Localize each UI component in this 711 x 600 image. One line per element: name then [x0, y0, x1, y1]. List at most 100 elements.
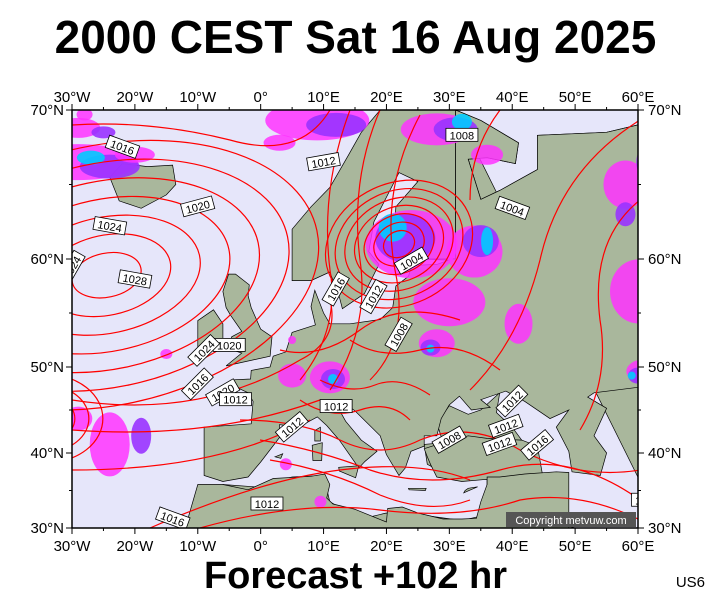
- isobar-line: [33, 408, 61, 430]
- isobar-label-box: [274, 410, 309, 443]
- landmass-cyprus: [462, 486, 478, 494]
- lon-label-top: 50°E: [559, 89, 592, 106]
- isobar-line: [382, 229, 416, 259]
- isobar-line: [324, 179, 474, 309]
- precip-cell: [462, 225, 499, 258]
- lon-label-bottom: 40°E: [496, 538, 529, 555]
- lat-label-left: 60°N: [30, 251, 64, 268]
- isobar-label: 1012: [219, 392, 252, 407]
- lon-label-top: 10°E: [307, 89, 340, 106]
- isobar-label: 100: [631, 492, 638, 507]
- lon-label-top: 0°: [253, 89, 267, 106]
- isobar-label-box: [219, 392, 252, 407]
- isobar-label-text: 1028: [21, 287, 47, 303]
- longitude-labels-bottom: 30°W 20°W 10°W 0° 10°E 20°E 30°E 40°E 50°E 60°E: [54, 538, 655, 555]
- copyright-text: Copyright metvuw.com: [515, 515, 626, 527]
- lat-label-right: 60°N: [648, 251, 682, 268]
- isobar-line: [72, 139, 320, 411]
- isobar-line: [334, 187, 464, 301]
- isobar-label-box: [180, 195, 216, 218]
- landmass-crete: [407, 487, 427, 491]
- lon-label-top: 30°W: [54, 89, 92, 106]
- isobar-label-box: [445, 127, 479, 142]
- precip-cell: [603, 160, 638, 209]
- lon-label-top: 60°E: [622, 89, 655, 106]
- precip-cell: [278, 363, 307, 388]
- isobar-line: [72, 378, 104, 459]
- isobar-label-box: [359, 278, 388, 315]
- isobar-line: [149, 466, 471, 528]
- lat-label-left: 40°N: [30, 445, 64, 462]
- isobar-label: 1016: [155, 506, 191, 528]
- isobar-label-text: 1028: [122, 272, 148, 288]
- isobar-label-box: [117, 269, 153, 289]
- isobar-label-text: 1008: [450, 130, 474, 142]
- isobar-label: 1008: [445, 127, 479, 142]
- precip-cell: [306, 112, 367, 137]
- lon-label-bottom: 50°E: [559, 538, 592, 555]
- lon-label-top: 10°W: [179, 89, 217, 106]
- isobar-label-box: [180, 367, 214, 401]
- isobar-label: 1012: [306, 152, 341, 172]
- isobar-line: [72, 299, 333, 406]
- precip-cell: [76, 110, 93, 121]
- copyright-box: Copyright metvuw.com: [506, 512, 636, 527]
- isobar-line: [72, 110, 331, 147]
- precip-cell: [288, 336, 297, 344]
- isobar-label: 1012: [319, 399, 353, 414]
- model-code: US6: [675, 574, 705, 591]
- isobar-line: [72, 177, 261, 374]
- lon-label-bottom: 0°: [253, 538, 267, 555]
- precip-cell: [160, 349, 173, 360]
- isobar-label-box: [306, 152, 341, 172]
- isobar-label-box: [520, 429, 555, 461]
- isobar-label-box: [494, 195, 531, 220]
- isobar-label-box: [155, 506, 191, 528]
- isobar-label-box: [17, 284, 51, 302]
- forecast-label: Forecast +102 hr: [203, 555, 508, 597]
- isobar-label-box: [187, 333, 221, 367]
- precip-cell: [627, 371, 636, 380]
- isobar-label-box: [393, 246, 430, 275]
- precip-cell: [504, 303, 533, 344]
- precip-cell: [89, 412, 130, 477]
- lat-label-right: 50°N: [648, 359, 682, 376]
- isobar-label-box: [104, 134, 141, 159]
- precip-cell: [413, 278, 486, 327]
- precip-cell: [131, 417, 152, 454]
- lon-label-bottom: 60°E: [622, 538, 655, 555]
- lon-label-bottom: 20°W: [116, 538, 154, 555]
- isobar-label: 1028: [17, 284, 51, 303]
- isobar-line: [279, 311, 461, 354]
- latitude-labels-left: 70°N 60°N 50°N 40°N 30°N: [30, 102, 64, 537]
- isobar-line: [469, 110, 501, 201]
- lat-label-left: 50°N: [30, 359, 64, 376]
- precip-cell: [471, 144, 504, 165]
- isobar-line: [259, 439, 638, 500]
- isobar-line: [72, 233, 172, 318]
- isobar-label-box: [319, 399, 353, 413]
- isobar-label: 1028: [117, 269, 153, 289]
- axis-ticks: [66, 104, 644, 534]
- isobar-line: [363, 213, 435, 276]
- isobar-line: [319, 379, 431, 396]
- precip-cell: [279, 458, 292, 471]
- lat-label-left: 70°N: [30, 102, 64, 119]
- isobar-label-text: 1012: [223, 395, 247, 407]
- isobar-label: 1024: [92, 216, 128, 236]
- precip-cell: [481, 227, 494, 256]
- isobar-line: [299, 399, 411, 421]
- isobar-line: [369, 114, 421, 381]
- isobar-label-box: [250, 496, 284, 511]
- lat-label-right: 70°N: [648, 102, 682, 119]
- lat-label-left: 30°N: [30, 520, 64, 537]
- chart-title: 2000 CEST Sat 16 Aug 2025: [54, 11, 657, 63]
- isobar-label-text: 1020: [217, 340, 241, 352]
- isobar-label: 1012: [250, 496, 284, 511]
- isobar-line: [72, 391, 90, 446]
- lon-label-bottom: 20°E: [370, 538, 403, 555]
- lon-label-top: 20°E: [370, 89, 403, 106]
- isobar-label-text: 1012: [311, 155, 337, 171]
- isobar-line: [72, 158, 290, 392]
